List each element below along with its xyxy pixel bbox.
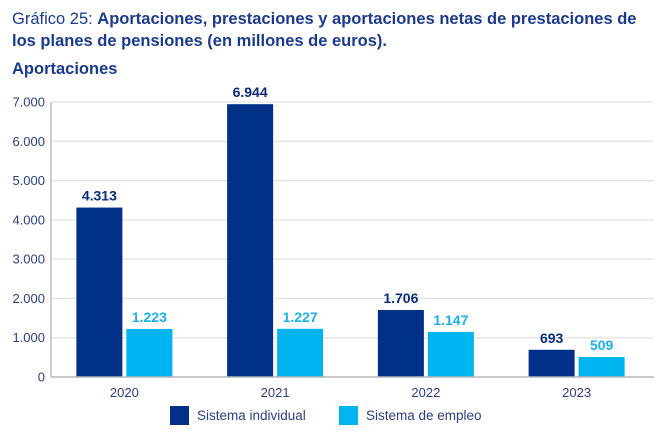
y-tick-label: 3.000: [12, 252, 45, 267]
y-tick-label: 7.000: [12, 95, 45, 110]
legend-swatch-sistema-empleo: [339, 406, 358, 425]
data-label: 1.227: [283, 309, 318, 325]
x-tick-label: 2022: [411, 385, 440, 400]
y-tick-label: 6.000: [12, 134, 45, 149]
data-label: 1.147: [433, 312, 468, 328]
y-tick-label: 5.000: [12, 173, 45, 188]
y-tick-label: 4.000: [12, 212, 45, 227]
x-tick-label: 2023: [562, 385, 591, 400]
x-tick-label: 2021: [261, 385, 290, 400]
legend-label-sistema-empleo: Sistema de empleo: [366, 408, 482, 423]
y-tick-label: 1.000: [12, 330, 45, 345]
legend-item-sistema-individual: Sistema individual: [170, 406, 306, 425]
data-label: 693: [540, 330, 564, 346]
chart-title-text: Aportaciones, prestaciones y aportacione…: [12, 10, 637, 50]
bar-empleo-2022: [427, 331, 474, 377]
data-label: 1.223: [132, 309, 167, 325]
bar-empleo-2023: [578, 357, 625, 377]
data-label: 4.313: [82, 188, 117, 204]
legend-label-sistema-individual: Sistema individual: [197, 408, 306, 423]
chart-number: Gráfico 25:: [12, 10, 98, 28]
bar-empleo-2020: [126, 328, 173, 377]
data-label: 1.706: [383, 290, 418, 306]
chart-subtitle: Aportaciones: [12, 60, 118, 78]
data-label: 509: [590, 337, 614, 353]
bar-individual-2020: [76, 207, 123, 377]
data-label: 6.944: [233, 84, 268, 100]
chart-title: Gráfico 25: Aportaciones, prestaciones y…: [12, 8, 652, 52]
x-tick-label: 2020: [110, 385, 139, 400]
bar-individual-2022: [377, 309, 424, 377]
y-tick-label: 2.000: [12, 291, 45, 306]
bar-empleo-2021: [277, 328, 324, 377]
y-tick-label: 0: [38, 370, 45, 385]
bar-individual-2023: [528, 349, 575, 377]
legend-item-sistema-empleo: Sistema de empleo: [339, 406, 482, 425]
bar-individual-2021: [227, 104, 274, 377]
legend-swatch-sistema-individual: [170, 406, 189, 425]
